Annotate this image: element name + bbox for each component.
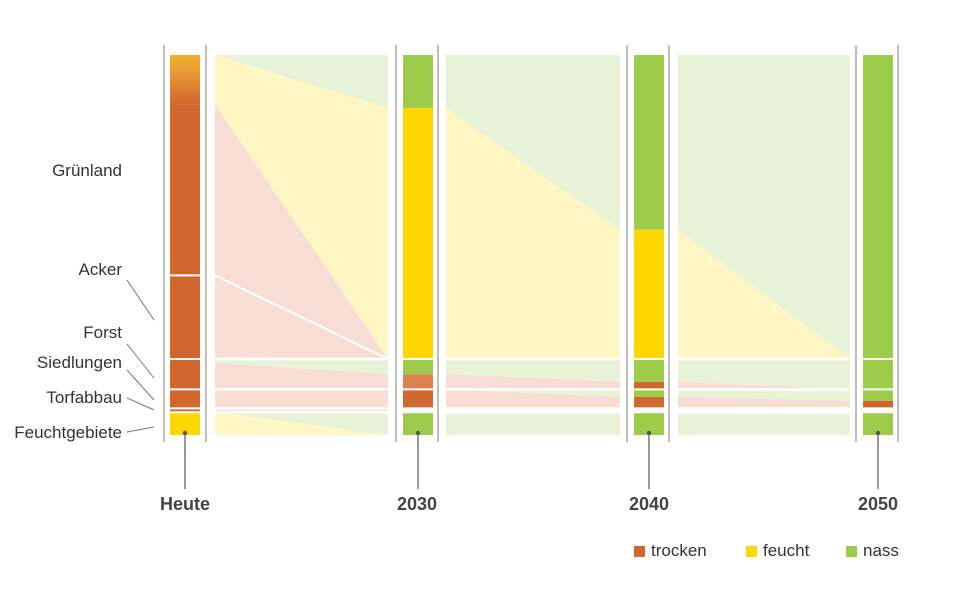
bar-heute-segment-1 [170, 104, 200, 276]
bar-2040-segment-5 [634, 397, 664, 409]
bar-heute-segment-6 [170, 412, 200, 435]
bar-2030-segment-5 [403, 412, 433, 435]
legend-swatch-trocken [634, 545, 645, 557]
bar-2030-segment-2 [403, 359, 433, 375]
label-feuchtgebiete: Feuchtgebiete [14, 423, 122, 442]
label-gruenland: Grünland [52, 161, 122, 180]
legend-label-nass: nass [863, 541, 899, 560]
leader-line-4 [126, 426, 155, 433]
flow-band-siedlungen-nass-3 [678, 389, 850, 401]
column-label-2030: 2030 [396, 494, 438, 514]
bar-heute-segment-0 [170, 55, 200, 105]
bar-2040-segment-2 [634, 359, 664, 382]
flow-band-siedlungen-1 [215, 389, 388, 409]
leader-line-2 [126, 369, 155, 401]
bar-heute-segment-4 [170, 389, 200, 409]
column-label-2050: 2050 [857, 494, 899, 514]
bar-heute-segment-5 [170, 408, 200, 413]
flow-band-nass-3 [678, 55, 850, 359]
bar-2040-segment-3 [634, 381, 664, 390]
bar-2040-segment-6 [634, 412, 664, 435]
flow-band-feucht-2 [446, 412, 620, 435]
bar-2030-segment-3 [403, 374, 433, 390]
pointer-layer [126, 279, 881, 489]
legend-label-feucht: feucht [763, 541, 810, 560]
legend-trocken: trocken [634, 541, 707, 561]
bar-2050-segment-2 [863, 389, 893, 401]
legend-label-trocken: trocken [651, 541, 707, 560]
guide-layer [163, 45, 899, 442]
flow-band-forst-trocken-1 [215, 362, 388, 390]
bar-2050-segment-1 [863, 359, 893, 390]
legend-nass: nass [846, 541, 899, 561]
flow-band-feucht-3 [678, 229, 850, 359]
bar-2050-segment-3 [863, 400, 893, 409]
flow-layer [205, 55, 860, 435]
bar-2040-segment-4 [634, 389, 664, 397]
bar-2050-segment-4 [863, 412, 893, 435]
legend-swatch-feucht [746, 545, 757, 557]
bar-heute-segment-2 [170, 275, 200, 359]
leader-line-3 [126, 397, 155, 411]
label-siedlungen: Siedlungen [36, 353, 122, 372]
bar-2040-segment-0 [634, 55, 664, 230]
flow-band-forst-trocken-3 [678, 381, 850, 390]
flow-band-feucht-feucht-1 [215, 412, 388, 435]
label-torfabbau: Torfabbau [46, 388, 122, 407]
flow-band-siedlungen-nass-2 [446, 389, 620, 397]
flow-band-forst-nass-1 [215, 359, 388, 375]
bar-2030-segment-0 [403, 55, 433, 109]
flow-band-feucht-3 [678, 412, 850, 435]
flow-band-siedlungen-trocken-2 [446, 389, 620, 409]
label-acker: Acker [78, 260, 122, 279]
column-label-heute: Heute [159, 494, 211, 514]
bar-heute-segment-3 [170, 359, 200, 390]
leader-line-1 [126, 343, 155, 379]
flow-band-siedlungen-trocken-3 [678, 397, 850, 409]
flow-band-forst-nass-2 [446, 359, 620, 382]
column-label-2040: 2040 [628, 494, 670, 514]
flow-band-forst-nass-3 [678, 359, 850, 390]
flow-band-nass-2 [446, 55, 620, 230]
leader-line-0 [126, 279, 155, 321]
bar-2050-segment-0 [863, 55, 893, 359]
bar-layer [170, 55, 893, 435]
flow-band-feucht-2 [446, 108, 620, 359]
flow-band-forst-trocken-2 [446, 374, 620, 390]
legend-feucht: feucht [746, 541, 809, 561]
legend-swatch-nass [846, 545, 857, 557]
bar-2040-segment-1 [634, 229, 664, 359]
bar-2030-segment-4 [403, 389, 433, 409]
flow-band-gruenland-feucht-1 [215, 55, 388, 359]
label-forst: Forst [83, 323, 122, 342]
bar-2030-segment-1 [403, 108, 433, 359]
flow-separator-acker [214, 274, 389, 360]
